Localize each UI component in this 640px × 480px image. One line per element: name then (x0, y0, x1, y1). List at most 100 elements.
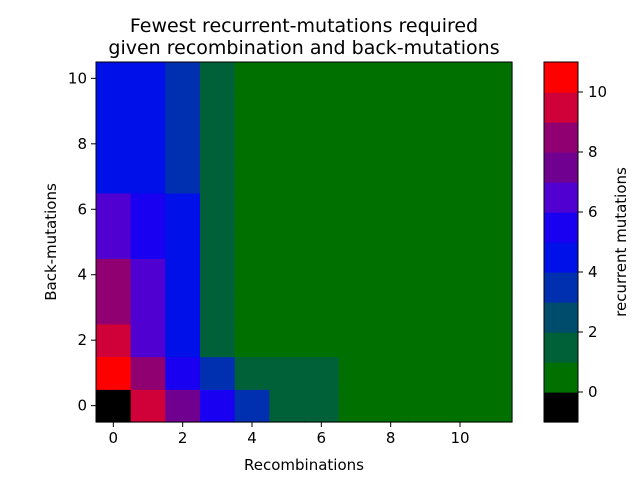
heatmap-cell (96, 225, 132, 259)
heatmap-cell (304, 323, 340, 358)
heatmap-cell (234, 127, 270, 161)
heatmap-cells (96, 62, 513, 423)
x-tick-label: 2 (178, 429, 188, 447)
heatmap-cell (304, 258, 340, 292)
heatmap-cell (304, 192, 340, 227)
colorbar-segment (544, 152, 578, 183)
colorbar-segment (544, 92, 578, 123)
heatmap-cell (477, 389, 513, 423)
heatmap-cell (442, 323, 478, 358)
colorbar-segment (544, 332, 578, 363)
heatmap-cell (373, 356, 409, 390)
heatmap-cell (408, 291, 444, 325)
heatmap-cell (269, 192, 305, 227)
heatmap-cell (130, 258, 166, 292)
heatmap-cell (477, 356, 513, 390)
heatmap-cell (200, 258, 236, 292)
heatmap-cell (269, 225, 305, 259)
heatmap-cell (408, 323, 444, 358)
heatmap-cell (165, 62, 201, 96)
heatmap-cell (269, 62, 305, 96)
heatmap-cell (477, 62, 513, 96)
y-axis-label: Back-mutations (42, 183, 60, 301)
heatmap-cell (408, 127, 444, 161)
colorbar-segment (544, 272, 578, 303)
heatmap-cell (373, 258, 409, 292)
heatmap-cell (234, 356, 270, 390)
heatmap-cell (408, 258, 444, 292)
colorbar-segment (544, 122, 578, 153)
heatmap-cell (269, 291, 305, 325)
heatmap-cell (269, 160, 305, 194)
heatmap-cell (165, 389, 201, 423)
heatmap-cell (338, 192, 374, 227)
heatmap-cell (130, 291, 166, 325)
colorbar-segment (544, 242, 578, 273)
heatmap-cell (373, 323, 409, 358)
heatmap-cell (373, 389, 409, 423)
heatmap-cell (234, 225, 270, 259)
colorbar-frame (543, 61, 579, 423)
heatmap-cell (130, 192, 166, 227)
heatmap-cell (477, 323, 513, 358)
colorbar-label: recurrent mutations (612, 167, 630, 317)
heatmap-cell (442, 291, 478, 325)
heatmap-cell (234, 192, 270, 227)
heatmap-cell (408, 94, 444, 129)
heatmap-cell (165, 356, 201, 390)
y-axis-ticks: 0 2 4 6 8 10 (68, 69, 96, 415)
heatmap-cell (200, 389, 236, 423)
heatmap-cell (408, 356, 444, 390)
heatmap-cell (234, 62, 270, 96)
heatmap-cell (304, 94, 340, 129)
heatmap-cell (477, 94, 513, 129)
heatmap-cell (269, 323, 305, 358)
heatmap-cell (269, 258, 305, 292)
heatmap-cell (130, 356, 166, 390)
heatmap-cell (442, 225, 478, 259)
heatmap-cell (234, 160, 270, 194)
heatmap-cell (234, 323, 270, 358)
heatmap-cell (304, 160, 340, 194)
colorbar-tick-label: 8 (588, 143, 598, 161)
heatmap-cell (304, 291, 340, 325)
heatmap-cell (442, 160, 478, 194)
x-tick-label: 4 (247, 429, 257, 447)
heatmap-cell (234, 389, 270, 423)
heatmap-cell (165, 258, 201, 292)
heatmap-cell (130, 225, 166, 259)
heatmap-cell (200, 127, 236, 161)
chart-title-line1: Fewest recurrent-mutations required (130, 15, 478, 37)
x-tick-label: 8 (386, 429, 396, 447)
heatmap-cell (130, 127, 166, 161)
colorbar-tick-label: 0 (588, 383, 598, 401)
y-tick-label: 2 (77, 331, 87, 349)
x-tick-label: 10 (450, 429, 469, 447)
heatmap-cell (130, 62, 166, 96)
heatmap-cell (373, 62, 409, 96)
heatmap-cell (130, 323, 166, 358)
y-tick-label: 6 (77, 200, 87, 218)
heatmap-cell (442, 192, 478, 227)
heatmap-cell (338, 356, 374, 390)
heatmap-cell (373, 94, 409, 129)
colorbar-segment (544, 212, 578, 243)
heatmap-cell (338, 160, 374, 194)
plot-frame (95, 61, 513, 423)
heatmap-cell (96, 258, 132, 292)
heatmap-cell (96, 94, 132, 129)
heatmap-cell (200, 225, 236, 259)
colorbar-segment (544, 302, 578, 333)
heatmap-cell (165, 225, 201, 259)
heatmap-cell (234, 94, 270, 129)
heatmap-cell (200, 160, 236, 194)
heatmap-cell (338, 62, 374, 96)
heatmap-cell (200, 94, 236, 129)
heatmap-cell (200, 356, 236, 390)
heatmap-cell (130, 94, 166, 129)
colorbar-segment (544, 392, 578, 423)
x-tick-label: 6 (317, 429, 327, 447)
colorbar-ticks: 0 2 4 6 8 10 (578, 83, 607, 401)
colorbar-tick-label: 2 (588, 323, 598, 341)
